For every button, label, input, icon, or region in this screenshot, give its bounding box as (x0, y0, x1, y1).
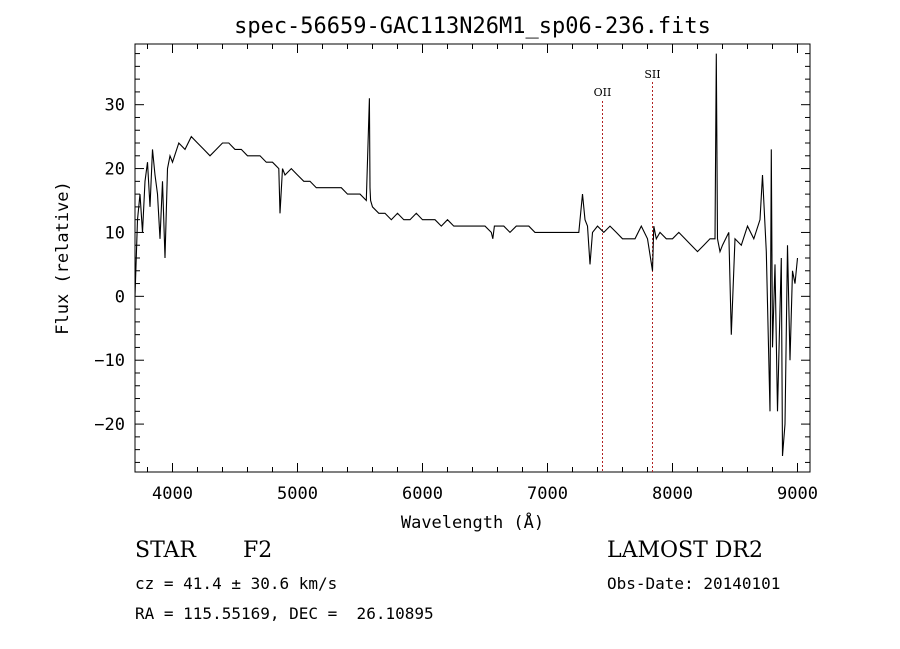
x-tick-label: 4000 (152, 484, 193, 504)
spectrum-chart: spec-56659-GAC113N26M1_sp06-236.fits 400… (53, 14, 818, 533)
object-subclass: F2 (243, 538, 273, 563)
emission-line-markers: OII SII (594, 68, 661, 472)
marker-label-sii: SII (644, 68, 660, 81)
x-axis-label: Wavelength (Å) (401, 511, 544, 533)
y-axis-label: Flux (relative) (53, 181, 73, 335)
y-tick-label: 10 (105, 223, 125, 243)
y-tick-label: 0 (115, 287, 125, 307)
object-class: STAR (135, 538, 196, 563)
flux-series-line (134, 53, 799, 457)
y-tick-label: −20 (94, 415, 125, 435)
plot-frame (134, 43, 811, 473)
redshift-line: cz = 41.4 ± 30.6 km/s (135, 574, 338, 593)
x-tick-label: 6000 (402, 484, 443, 504)
chart-title: spec-56659-GAC113N26M1_sp06-236.fits (234, 14, 711, 39)
radec-line: RA = 115.55169, DEC = 26.10895 (135, 604, 434, 623)
x-tick-label: 7000 (527, 484, 568, 504)
y-tick-label: −10 (94, 351, 125, 371)
y-tick-label: 30 (105, 96, 125, 116)
survey-name: LAMOST DR2 (607, 538, 763, 563)
x-tick-label: 5000 (277, 484, 318, 504)
axis-ticks: 4000 5000 6000 7000 8000 9000 30 20 10 0 −10 −20 (94, 44, 818, 504)
marker-label-oii: OII (594, 86, 612, 99)
obs-date-line: Obs-Date: 20140101 (607, 574, 781, 593)
x-tick-label: 8000 (652, 484, 693, 504)
x-tick-label: 9000 (777, 484, 818, 504)
y-tick-label: 20 (105, 160, 125, 180)
